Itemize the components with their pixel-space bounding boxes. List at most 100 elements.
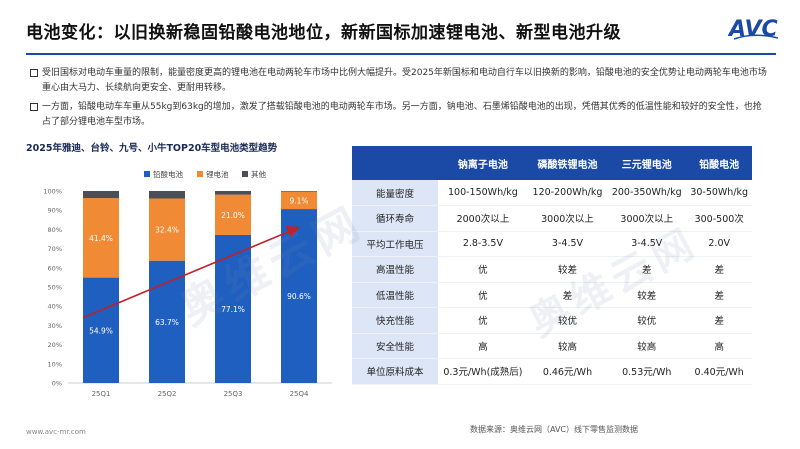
trend-arrow-line	[82, 225, 300, 319]
bar-segment	[83, 277, 119, 383]
x-axis: 25Q1 25Q2 25Q3 25Q4	[92, 390, 309, 398]
y-tick-label: 10%	[48, 360, 62, 368]
table-cell: 2.8-3.5V	[438, 231, 528, 257]
table-row-header: 循环寿命	[352, 205, 438, 232]
y-tick-label: 0%	[52, 380, 62, 388]
table-cell: 差	[686, 307, 752, 334]
chart-legend: 铅酸电池 锂电池 其他	[144, 169, 266, 179]
battery-trend-chart: 2025年雅迪、台铃、九号、小牛TOP20车型电池类型趋势 铅酸电池 锂电池 其他 …	[26, 142, 332, 398]
table-cell: 高	[438, 333, 528, 359]
table-cell: 差	[607, 256, 687, 283]
table-cell: 300-500次	[686, 205, 752, 232]
table-row: 安全性能高较高 较高高	[352, 333, 752, 359]
table-row: 平均工作电压 2.8-3.5V 3-4.5V 3-4.5V 2.0V	[352, 231, 752, 257]
legend-swatch	[144, 171, 150, 177]
y-tick-label: 30%	[48, 322, 62, 330]
table-cell: 差	[686, 282, 752, 308]
legend-label: 其他	[251, 169, 266, 179]
bar-value-label: 32.4%	[155, 226, 179, 235]
y-tick-label: 90%	[48, 207, 62, 215]
bullet-1: 受旧国标对电动车重量的限制，能量密度更高的锂电池在电动两轮车市场中比例大幅提升。…	[30, 66, 770, 96]
legend-label: 锂电池	[206, 169, 229, 179]
table-column-header: 三元锂电池	[607, 146, 687, 180]
table-cell: 200-350Wh/kg	[607, 180, 687, 206]
table-cell: 优	[438, 307, 528, 334]
header-divider	[26, 53, 776, 55]
avc-logo: AVC	[728, 17, 779, 42]
bar-value-label: 77.1%	[221, 305, 245, 314]
table-row-header: 低温性能	[352, 282, 438, 308]
table-cell: 3-4.5V	[607, 231, 687, 257]
table-body: 能量密度 100-150Wh/kg 120-200Wh/kg 200-350Wh/kg…	[352, 180, 752, 385]
bar-segment	[281, 209, 317, 383]
table-cell: 高	[686, 333, 752, 359]
x-tick-label: 25Q2	[158, 390, 177, 398]
table-row: 单位原料成本 0.3元/Wh(成熟后) 0.46元/Wh 0.53元/Wh 0.40元/…	[352, 358, 752, 385]
table-cell: 较高	[607, 333, 687, 359]
bar-segment	[149, 191, 185, 199]
chart-title: 2025年雅迪、台铃、九号、小牛TOP20车型电池类型趋势	[26, 142, 278, 154]
table-row: 高温性能优较差差差	[352, 256, 752, 283]
y-tick-label: 70%	[48, 245, 62, 253]
y-tick-label: 100%	[43, 188, 62, 196]
table-cell: 0.53元/Wh	[607, 358, 687, 385]
bar-value-label: 90.6%	[287, 292, 311, 301]
bar-segment	[281, 191, 317, 192]
legend-swatch	[197, 171, 203, 177]
table-cell: 2.0V	[686, 231, 752, 257]
x-tick-label: 25Q4	[290, 390, 309, 398]
bar-value-label: 21.0%	[221, 211, 245, 220]
table-cell: 100-150Wh/kg	[438, 180, 528, 206]
y-tick-label: 40%	[48, 303, 62, 311]
table-cell: 30-50Wh/kg	[686, 180, 752, 206]
bullet-2: 一方面，铅酸电动车车重从55kg到63kg的增加，激发了搭载铅酸电池的电动两轮车…	[30, 100, 770, 130]
table-row-header: 平均工作电压	[352, 231, 438, 257]
bar-segment	[215, 191, 251, 195]
table-cell: 较差	[527, 256, 608, 283]
legend-swatch	[242, 171, 248, 177]
footer-url: www.avc-mr.com	[26, 428, 86, 436]
bullet-2-text: 一方面，铅酸电动车车重从55kg到63kg的增加，激发了搭载铅酸电池的电动两轮车…	[42, 102, 762, 127]
comparison-table: 钠离子电池 磷酸铁锂电池 三元锂电池 铅酸电池 能量密度 100-150Wh/kg 120…	[352, 146, 752, 385]
table-cell: 3000次以上	[527, 205, 608, 232]
table-cell: 较差	[607, 282, 687, 308]
bar-group: 54.9% 41.4% 63.7% 32.4% 77.1% 21.0% 90.6% 9.1%	[83, 191, 317, 383]
table-cell: 较高	[527, 333, 608, 359]
table-column-header: 铅酸电池	[686, 146, 752, 180]
table-cell: 差	[686, 256, 752, 283]
table-cell: 0.40元/Wh	[686, 358, 752, 385]
table-cell: 0.3元/Wh(成熟后)	[438, 358, 528, 385]
bar-value-label: 41.4%	[89, 234, 113, 243]
bar-value-label: 63.7%	[155, 318, 179, 327]
trend-arrow	[82, 225, 300, 319]
bar-segment	[149, 260, 185, 383]
table-row-header: 快充性能	[352, 307, 438, 334]
bar-segment	[281, 191, 317, 210]
table-row-header: 能量密度	[352, 180, 438, 206]
table-column-header: 钠离子电池	[438, 146, 528, 180]
battery-comparison-table: 钠离子电池 磷酸铁锂电池 三元锂电池 铅酸电池 能量密度 100-150Wh/kg 120…	[352, 146, 752, 386]
table-cell: 120-200Wh/kg	[527, 180, 608, 206]
table-header-row: 钠离子电池 磷酸铁锂电池 三元锂电池 铅酸电池	[352, 146, 752, 180]
table-row: 低温性能优差较差差	[352, 282, 752, 308]
bar-segment	[215, 194, 251, 235]
table-row: 快充性能优较优 较优差	[352, 307, 752, 334]
bullet-1-text: 受旧国标对电动车重量的限制，能量密度更高的锂电池在电动两轮车市场中比例大幅提升。…	[42, 68, 767, 93]
table-row-header: 安全性能	[352, 333, 438, 359]
x-tick-label: 25Q3	[224, 390, 243, 398]
y-tick-label: 60%	[48, 264, 62, 272]
table-cell: 3000次以上	[607, 205, 687, 232]
bar-segment	[83, 198, 119, 278]
table-cell: 差	[527, 282, 608, 308]
checkbox-icon	[30, 103, 38, 111]
table-row: 循环寿命 2000次以上 3000次以上 3000次以上 300-500次	[352, 205, 752, 232]
table-row-header: 高温性能	[352, 256, 438, 283]
table-cell: 2000次以上	[438, 205, 528, 232]
table-cell: 较优	[607, 307, 687, 334]
footer-source: 数据来源：奥维云网（AVC）线下零售监测数据	[470, 425, 639, 434]
checkbox-icon	[30, 69, 38, 77]
slide-title: 电池变化：以旧换新稳固铅酸电池地位，新新国标加速锂电池、新型电池升级	[26, 23, 621, 43]
y-tick-label: 80%	[48, 226, 62, 234]
bar-segment	[83, 191, 119, 199]
y-tick-label: 50%	[48, 284, 62, 292]
